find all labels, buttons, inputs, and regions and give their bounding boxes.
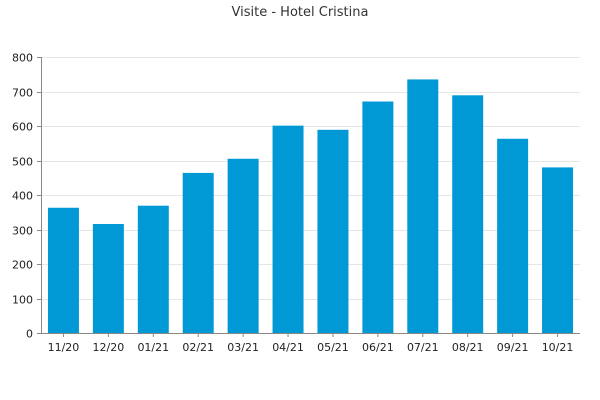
x-tick-label: 04/21: [272, 341, 304, 354]
bar-03-21[interactable]: [227, 158, 259, 333]
x-tick-label: 01/21: [137, 341, 169, 354]
x-tick-label: 06/21: [362, 341, 394, 354]
y-tick-label: 400: [12, 190, 33, 203]
y-tick-label: 800: [12, 52, 33, 65]
y-tick-label: 200: [12, 259, 33, 272]
x-tick-label: 05/21: [317, 341, 349, 354]
x-tick-label: 08/21: [452, 341, 484, 354]
bar-04-21[interactable]: [272, 125, 304, 333]
x-tick-label: 10/21: [542, 341, 574, 354]
x-tick-label: 02/21: [182, 341, 214, 354]
y-tick-label: 700: [12, 87, 33, 100]
bar-05-21[interactable]: [317, 129, 349, 333]
y-tick-label: 0: [26, 328, 33, 341]
bars: [47, 79, 574, 334]
x-tick-label: 09/21: [497, 341, 529, 354]
bar-06-21[interactable]: [362, 101, 394, 334]
y-axis-ticks: 0 100 200 300 400 500 600 700 800: [12, 52, 41, 341]
bar-11-20[interactable]: [47, 207, 79, 333]
chart-title: Visite - Hotel Cristina: [232, 5, 369, 20]
x-tick-label: 07/21: [407, 341, 439, 354]
x-tick-label: 03/21: [227, 341, 259, 354]
bar-08-21[interactable]: [452, 95, 484, 333]
bar-10-21[interactable]: [542, 167, 574, 333]
bar-09-21[interactable]: [497, 138, 529, 333]
bar-01-21[interactable]: [137, 205, 169, 333]
grid-lines: [41, 57, 580, 300]
x-tick-label: 11/20: [48, 341, 80, 354]
bar-07-21[interactable]: [407, 79, 439, 334]
axes: [41, 57, 580, 334]
x-axis-ticks: 11/20 12/20 01/21 02/21 03/21 04/21 05/21 06/21…: [48, 333, 574, 354]
y-tick-label: 300: [12, 225, 33, 238]
bar-02-21[interactable]: [182, 172, 214, 333]
y-tick-label: 500: [12, 156, 33, 169]
y-tick-label: 600: [12, 121, 33, 134]
bar-12-20[interactable]: [92, 223, 124, 333]
x-tick-label: 12/20: [93, 341, 125, 354]
y-tick-label: 100: [12, 294, 33, 307]
